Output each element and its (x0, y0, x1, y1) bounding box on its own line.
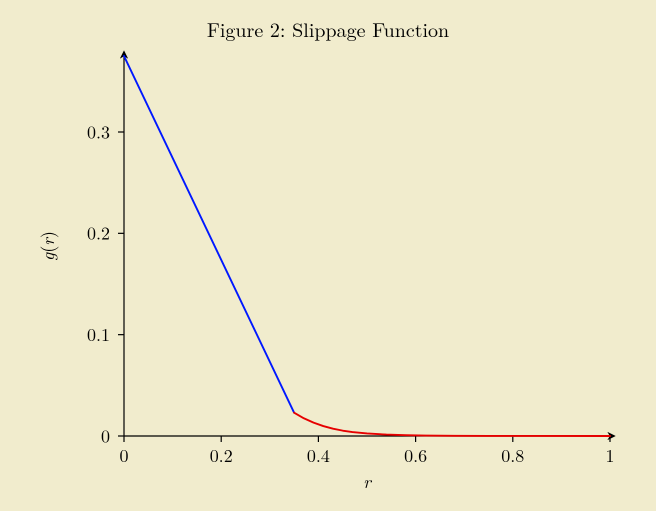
y-tick-label: 0 (101, 423, 110, 448)
x-tick-label: 0 (120, 443, 129, 468)
x-tick-label: 0.2 (210, 443, 233, 468)
figure-container: 00.20.40.60.8100.10.20.3rg(r) Figure 2: … (0, 0, 656, 511)
caption-prefix: Figure 2: (207, 14, 286, 43)
y-tick-label: 0.2 (87, 221, 110, 246)
x-tick-label: 0.6 (404, 443, 427, 468)
y-tick-label: 0.1 (87, 322, 110, 347)
x-tick-label: 1 (606, 443, 615, 468)
figure-caption: Figure 2: Slippage Function (0, 14, 656, 43)
x-tick-label: 0.4 (307, 443, 330, 468)
chart-background (0, 0, 656, 511)
caption-text: Slippage Function (292, 14, 449, 43)
y-axis-label: g(r) (35, 231, 60, 261)
x-tick-label: 0.8 (501, 443, 524, 468)
y-tick-label: 0.3 (87, 119, 110, 144)
chart-svg: 00.20.40.60.8100.10.20.3rg(r) (0, 0, 656, 511)
